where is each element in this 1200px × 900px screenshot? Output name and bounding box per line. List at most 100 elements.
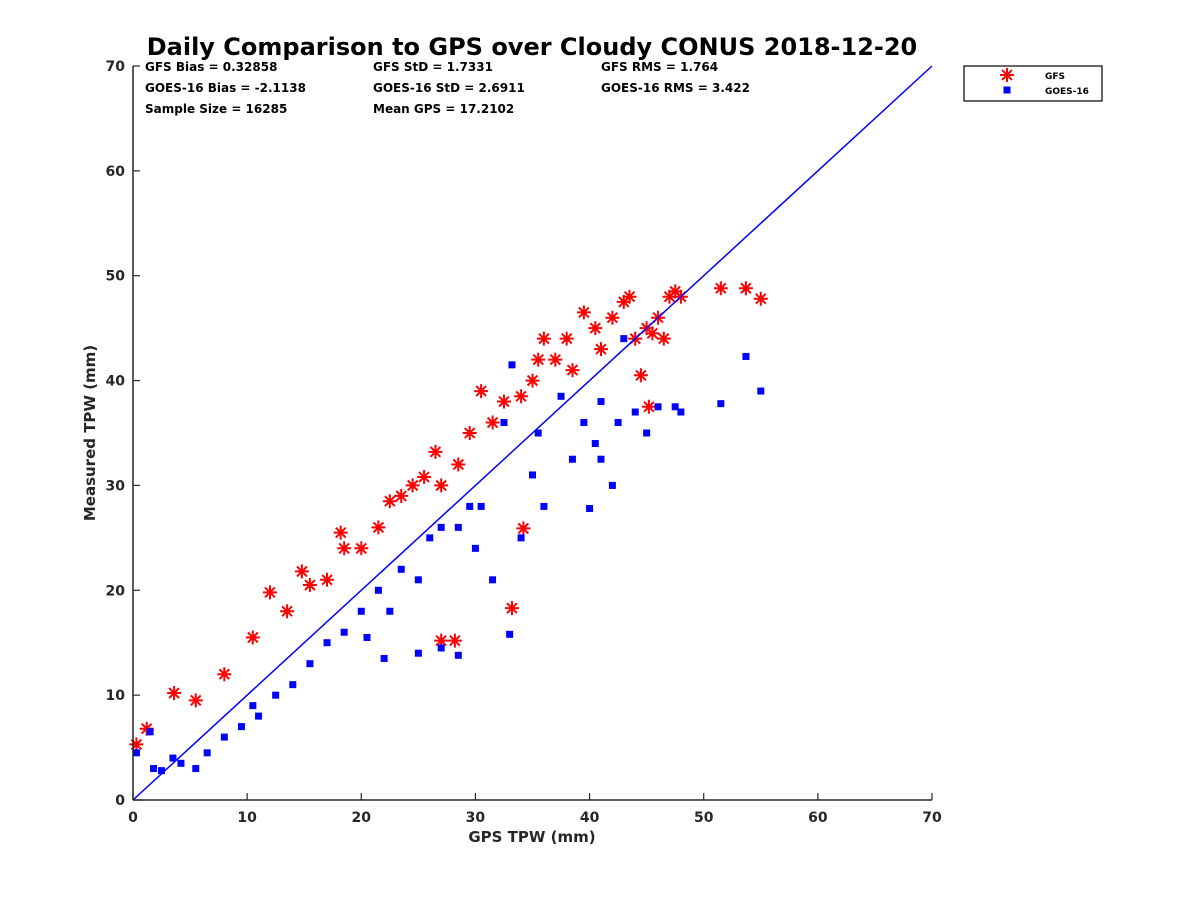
x-axis-label: GPS TPW (mm) [468,828,595,846]
goes16-point [500,419,508,427]
goes16-point [677,408,685,416]
gfs-bias-stat: GFS Bias = 0.32858 [145,60,277,74]
gfs-rms-stat: GFS RMS = 1.764 [601,60,718,74]
goes16-point [158,767,166,775]
gfs-point [531,352,546,367]
stats-block: GFS Bias = 0.32858 GFS StD = 1.7331 GFS … [145,60,750,116]
goes16-std-stat: GOES-16 StD = 2.6911 [373,81,525,95]
gfs-point [333,525,348,540]
goes16-point [146,728,154,736]
gfs-point [302,578,317,592]
y-ticks: 0 10 20 30 40 50 60 70 [106,59,140,809]
gfs-point [656,331,671,346]
goes16-point [454,651,462,659]
x-tick-label: 50 [694,810,714,826]
chart-title: Daily Comparison to GPS over Cloudy CONU… [147,33,918,61]
gfs-point [713,281,728,296]
goes16-point [177,759,185,767]
goes16-point [489,576,497,584]
goes16-point [323,639,331,647]
legend-gfs-marker [1000,68,1014,82]
x-tick-label: 20 [352,810,372,826]
y-tick-label: 70 [106,59,126,75]
gfs-point [548,352,563,367]
gfs-point [738,281,753,296]
y-tick-label: 0 [115,793,125,809]
goes16-point [374,586,382,594]
goes16-point [414,576,422,584]
legend-gfs-asterisk [1000,68,1014,82]
gfs-point [188,693,203,708]
goes16-point [643,429,651,437]
goes16-point [597,398,605,406]
gfs-point [645,326,660,341]
legend-goes16-square [1003,86,1011,94]
gfs-point [576,305,591,320]
gfs-point [633,368,648,383]
gfs-point [280,604,295,619]
gfs-point [525,373,540,388]
goes16-point [620,335,628,343]
goes16-point [717,400,725,408]
goes16-point [671,403,679,411]
gfs-point [588,321,603,336]
gfs-point [616,294,631,309]
legend-goes16-label: GOES-16 [1045,87,1089,97]
gfs-point [451,457,466,472]
x-tick-label: 30 [466,810,486,826]
goes16-point [591,439,599,447]
gfs-point [594,342,608,357]
goes16-point [437,523,445,531]
gfs-point [753,291,768,306]
y-tick-label: 60 [106,164,126,180]
goes16-point [568,455,576,463]
goes16-point [471,544,479,552]
x-tick-label: 0 [128,810,138,826]
goes16-point [150,765,158,773]
goes16-point [508,361,516,369]
gfs-point [371,520,386,535]
goes16-point [192,765,200,773]
goes16-point [203,749,211,757]
goes16-rms-stat: GOES-16 RMS = 3.422 [601,81,750,95]
gfs-point [505,601,519,616]
goes16-point [255,712,263,720]
goes16-point [557,392,565,400]
goes16-point [597,455,605,463]
sample-size-stat: Sample Size = 16285 [145,102,287,116]
gfs-point [497,394,511,409]
plot-area: 0 10 20 30 40 50 60 70 0 10 20 30 40 50 60 70 [106,59,942,826]
gfs-point [320,572,334,587]
gfs-point [622,289,637,304]
gfs-point [428,444,443,459]
x-tick-label: 10 [237,810,257,826]
gfs-point [294,564,309,579]
goes16-point [477,502,485,510]
gfs-point [405,478,420,493]
goes16-point [306,660,314,668]
x-tick-label: 60 [808,810,828,826]
gfs-point [263,585,277,600]
gfs-point [382,494,397,509]
goes16-point [742,352,750,360]
goes16-point [540,502,548,510]
x-tick-label: 70 [922,810,942,826]
y-tick-label: 10 [106,688,126,704]
gfs-point [217,667,232,682]
y-tick-label: 20 [106,583,126,599]
goes16-point [380,654,388,662]
goes16-point [614,419,622,427]
gfs-point [462,426,477,440]
gfs-point [434,633,449,648]
goes16-point [272,691,280,699]
gfs-point [565,363,580,378]
gfs-point [447,633,462,648]
goes16-point [534,429,542,437]
goes16-point [506,630,514,638]
goes16-point [289,681,297,689]
gfs-point [434,478,449,493]
x-tick-label: 40 [580,810,600,826]
y-axis-label: Measured TPW (mm) [81,345,99,521]
y-tick-label: 40 [106,374,126,390]
